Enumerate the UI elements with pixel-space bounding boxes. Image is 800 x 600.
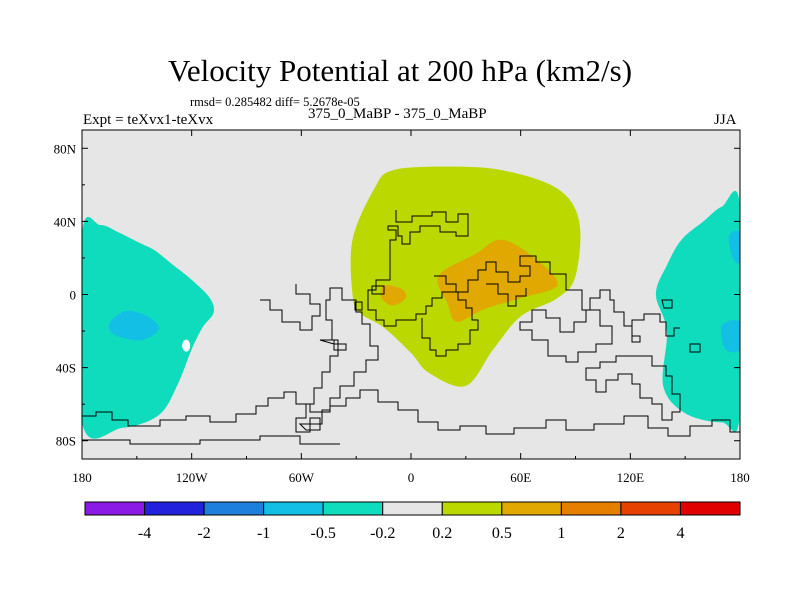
stats-label: rmsd= 0.285482 diff= 5.2678e-05	[190, 95, 360, 109]
y-tick-label: 80S	[56, 434, 76, 449]
colorbar-label: -1	[257, 525, 270, 542]
period-label: 375_0_MaBP - 375_0_MaBP	[308, 106, 487, 122]
colorbar-label: -2	[197, 525, 210, 542]
region-east-pacific-blue-b	[720, 320, 740, 353]
y-tick-label: 40N	[54, 214, 77, 229]
region-west-pacific-blue-core	[108, 310, 159, 341]
colorbar	[84, 501, 741, 516]
region-east-pacific-blue-a	[728, 230, 740, 264]
coastline-africa	[367, 210, 479, 357]
coastline-mediterranean	[354, 285, 385, 311]
experiment-label: Expt = teXvx1-teXvx	[83, 112, 214, 128]
chart-title: Velocity Potential at 200 hPa (km2/s)	[167, 53, 633, 88]
coastline-japan	[661, 299, 673, 309]
coastline-australia	[585, 355, 681, 421]
colorbar-label: 4	[676, 525, 684, 542]
region-east-pacific-cyan	[655, 190, 740, 432]
coastline-maritime	[519, 309, 613, 363]
colorbar-label: -0.2	[370, 525, 395, 542]
colorbar-swatch	[144, 501, 205, 516]
colorbar-swatch	[560, 501, 622, 516]
coastline-new-guinea	[689, 343, 701, 353]
x-tick-label: 180	[72, 470, 92, 485]
coastline-antarctica	[82, 389, 740, 437]
x-tick-label: 60E	[510, 470, 531, 485]
colorbar-label: 1	[557, 525, 565, 542]
y-tick-label: 80N	[54, 141, 77, 156]
colorbar-swatch	[322, 501, 384, 516]
colorbar-swatch	[382, 501, 443, 516]
coastline-antarctic-peninsula	[298, 417, 321, 431]
colorbar-swatch	[501, 501, 562, 516]
colorbar-swatch	[84, 501, 146, 516]
colorbar-swatch	[441, 501, 503, 516]
x-tick-label: 180	[730, 470, 750, 485]
colorbar-label: 0.2	[432, 525, 452, 542]
colorbar-label: 2	[617, 525, 625, 542]
coastlines	[82, 210, 740, 445]
colorbar-label: -4	[138, 525, 151, 542]
colorbar-label: -0.5	[311, 525, 336, 542]
region-west-africa-orange	[380, 284, 407, 306]
coastline-asia	[434, 255, 680, 343]
coastline-caribbean	[319, 339, 347, 351]
region-africa-asia-orange	[437, 239, 558, 322]
colorbar-swatch	[679, 501, 741, 516]
region-hole	[182, 339, 191, 352]
colorbar-swatch	[263, 501, 324, 516]
coastline-central-america	[260, 284, 321, 331]
colorbar-swatch	[203, 501, 265, 516]
x-tick-label: 120W	[176, 470, 209, 485]
y-tick-label: 40S	[56, 361, 76, 376]
x-tick-label: 60W	[289, 470, 315, 485]
x-tick-label: 120E	[617, 470, 645, 485]
y-tick-label: 0	[70, 288, 77, 303]
colorbar-swatch	[620, 501, 681, 516]
x-tick-label: 0	[408, 470, 415, 485]
coastline-antarctica-inner	[82, 435, 340, 445]
coastline-south-america	[295, 287, 379, 433]
coastline-india	[486, 283, 527, 307]
season-label: JJA	[714, 112, 737, 128]
colorbar-label: 0.5	[492, 525, 512, 542]
